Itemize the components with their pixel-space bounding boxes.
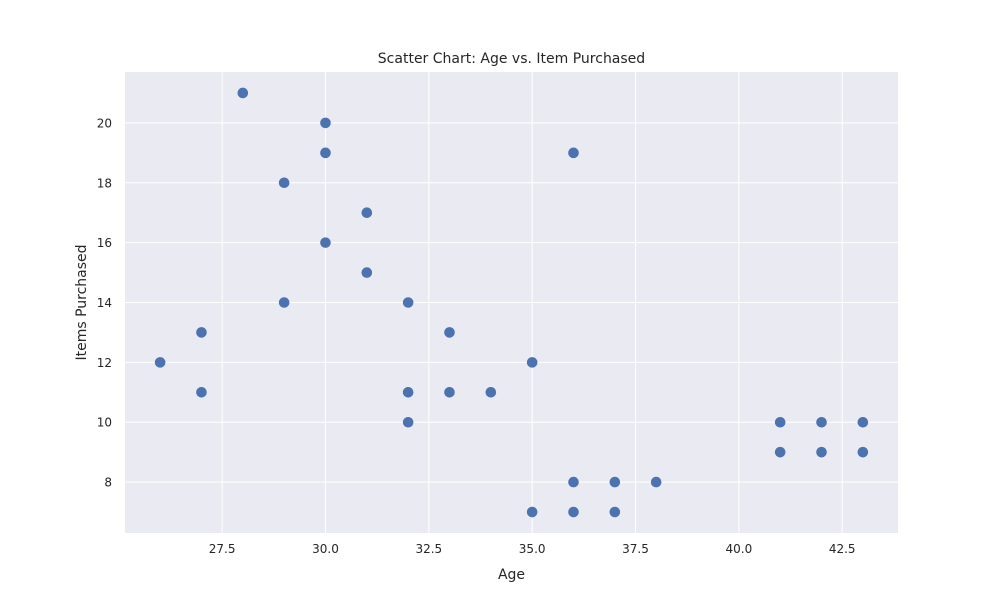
data-point xyxy=(278,297,290,308)
data-point xyxy=(196,327,207,338)
x-tick-label: 40.0 xyxy=(725,542,752,556)
data-point xyxy=(526,357,538,368)
data-point xyxy=(402,416,414,428)
data-point xyxy=(526,506,538,518)
data-point xyxy=(774,416,786,428)
data-point xyxy=(444,387,455,398)
y-axis-label: Items Purchased xyxy=(74,244,90,360)
data-point xyxy=(485,387,497,398)
data-point xyxy=(361,267,373,278)
y-tick-label: 16 xyxy=(97,236,112,250)
data-point xyxy=(320,147,331,159)
data-point xyxy=(361,207,373,218)
y-tick-label: 12 xyxy=(97,356,112,370)
x-tick-label: 30.0 xyxy=(312,542,339,556)
data-point xyxy=(857,416,869,428)
data-point xyxy=(816,416,827,428)
x-axis-label: Age xyxy=(498,567,525,583)
data-points xyxy=(154,87,869,518)
x-tick-label: 32.5 xyxy=(415,542,442,556)
data-point xyxy=(568,506,579,518)
data-point xyxy=(650,476,662,488)
y-tick-label: 8 xyxy=(104,476,112,490)
x-tick-label: 37.5 xyxy=(622,542,649,556)
data-point xyxy=(774,446,786,458)
data-point xyxy=(568,147,579,159)
data-point xyxy=(320,237,331,248)
data-point xyxy=(237,87,249,99)
data-point xyxy=(816,446,827,458)
chart-title: Scatter Chart: Age vs. Item Purchased xyxy=(378,51,645,67)
data-point xyxy=(402,387,414,398)
y-tick-label: 20 xyxy=(97,116,112,130)
y-tick-label: 10 xyxy=(97,416,112,430)
data-point xyxy=(154,357,166,368)
data-point xyxy=(609,476,621,488)
x-tick-label: 27.5 xyxy=(209,542,236,556)
y-tick-labels: 8 10 12 14 16 18 20 xyxy=(97,116,112,489)
x-tick-label: 42.5 xyxy=(829,542,856,556)
data-point xyxy=(568,476,579,488)
data-point xyxy=(320,117,331,129)
data-point xyxy=(609,506,621,518)
grid-lines xyxy=(125,72,898,533)
data-point xyxy=(444,327,455,338)
data-point xyxy=(196,387,207,398)
x-tick-labels: 27.5 30.0 32.5 35.0 37.5 40.0 42.5 xyxy=(209,542,856,556)
x-tick-label: 35.0 xyxy=(519,542,546,556)
data-point xyxy=(278,177,290,189)
y-tick-label: 14 xyxy=(97,296,112,310)
data-point xyxy=(402,297,414,308)
y-tick-label: 18 xyxy=(97,176,112,190)
data-point xyxy=(857,446,869,458)
